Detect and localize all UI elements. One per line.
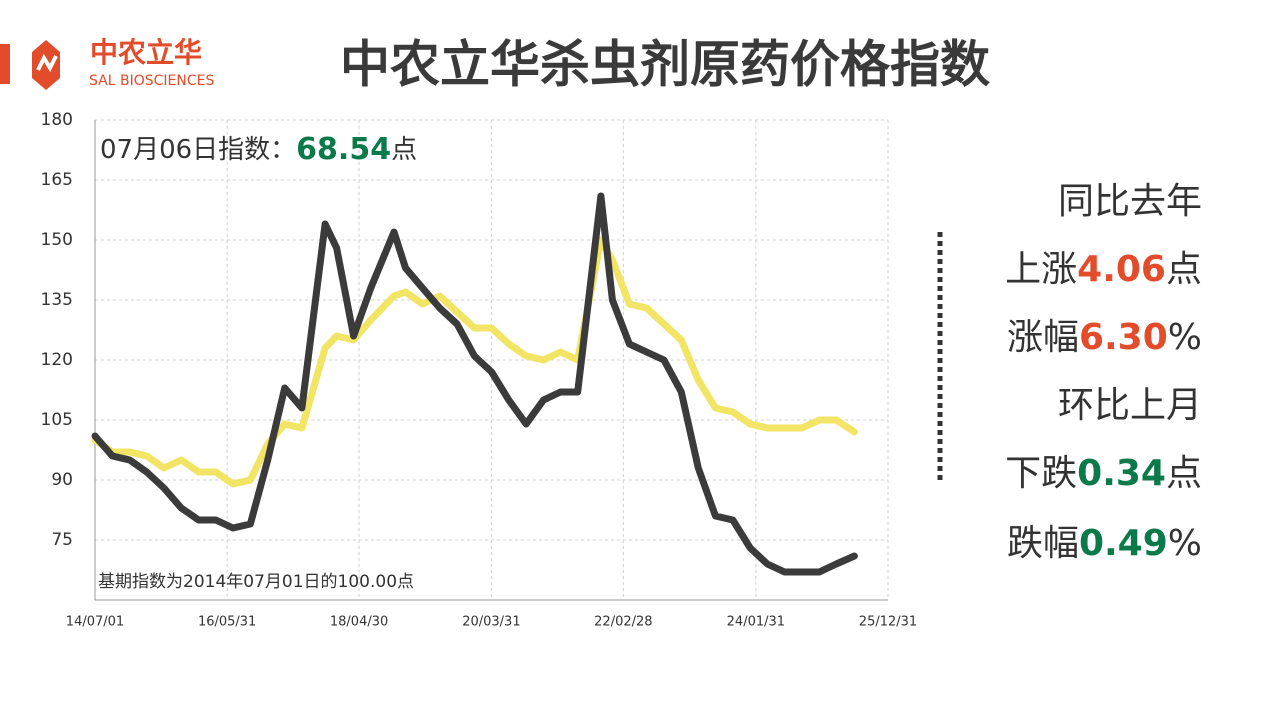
x-tick-label: 18/04/30 bbox=[330, 615, 388, 630]
y-tick-label: 120 bbox=[41, 350, 73, 370]
yoy-change: 上涨4.06点 bbox=[1005, 240, 1202, 292]
value: 0.49 bbox=[1078, 523, 1168, 564]
unit: 点 bbox=[1165, 453, 1202, 494]
mom-pct: 跌幅0.49% bbox=[1007, 514, 1202, 566]
y-tick-label: 75 bbox=[51, 530, 73, 550]
label: 下跌 bbox=[1005, 453, 1078, 494]
y-tick-label: 105 bbox=[41, 410, 73, 430]
y-tick-label: 90 bbox=[51, 470, 73, 490]
label: 涨幅 bbox=[1006, 317, 1079, 358]
index-unit: 点 bbox=[391, 135, 417, 165]
value: 0.34 bbox=[1077, 453, 1166, 494]
series-line bbox=[91, 236, 858, 488]
y-tick-label: 165 bbox=[41, 170, 73, 190]
logo-subtitle: SAL BIOSCIENCES bbox=[89, 73, 214, 89]
logo-mark bbox=[32, 40, 60, 90]
chart-title: 中农立华杀虫剂原药价格指数 bbox=[340, 36, 990, 94]
mom-change: 下跌0.34点 bbox=[1005, 444, 1202, 496]
series-line bbox=[91, 192, 858, 576]
x-tick-label: 20/03/31 bbox=[462, 615, 520, 630]
y-tick-label: 135 bbox=[41, 290, 73, 310]
x-tick-label: 24/01/31 bbox=[727, 615, 785, 630]
mom-title: 环比上月 bbox=[1057, 385, 1202, 426]
label: 上涨 bbox=[1005, 249, 1078, 290]
x-tick-label: 16/05/31 bbox=[198, 615, 256, 630]
logo-name: 中农立华 bbox=[90, 36, 202, 69]
x-tick-label: 22/02/28 bbox=[594, 615, 652, 630]
value: 6.30 bbox=[1078, 317, 1168, 358]
value: 4.06 bbox=[1077, 249, 1166, 290]
footnote: 基期指数为2014年07月01日的100.00点 bbox=[98, 572, 414, 592]
label: 跌幅 bbox=[1006, 523, 1079, 564]
x-tick-label: 14/07/01 bbox=[66, 615, 124, 630]
unit: 点 bbox=[1165, 249, 1202, 290]
accent-bar bbox=[0, 44, 10, 84]
yoy-pct: 涨幅6.30% bbox=[1007, 308, 1202, 360]
unit: % bbox=[1167, 523, 1202, 564]
y-tick-label: 180 bbox=[41, 110, 73, 130]
unit: % bbox=[1167, 317, 1202, 358]
yoy-title: 同比去年 bbox=[1057, 181, 1202, 222]
x-tick-label: 25/12/31 bbox=[859, 615, 917, 630]
index-annotation: 07月06日指数：68.54点 bbox=[100, 132, 417, 167]
index-value: 68.54 bbox=[296, 132, 391, 167]
y-tick-label: 150 bbox=[41, 230, 73, 250]
index-label: 07月06日指数： bbox=[100, 135, 296, 165]
